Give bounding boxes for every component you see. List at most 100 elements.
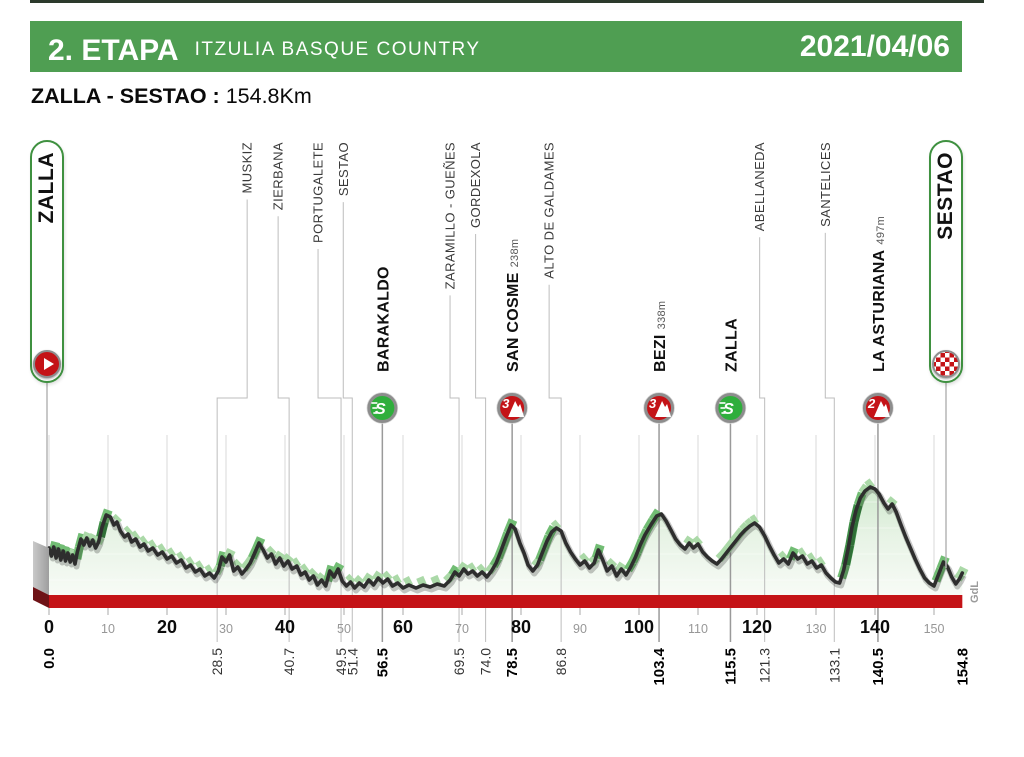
waypoint-label: PORTUGALETE — [311, 142, 326, 243]
axis-tick-label: 20 — [157, 617, 177, 637]
axis-tick-label: 140 — [860, 617, 890, 637]
climb-ribbon — [430, 574, 441, 587]
stage-number: 2. ETAPA — [48, 33, 179, 67]
waypoint-line — [824, 232, 835, 642]
profile-line — [47, 485, 965, 590]
climb-category-number: 3 — [502, 396, 510, 411]
axis-tick-label: 110 — [688, 622, 708, 636]
climb-ribbon — [744, 517, 755, 529]
waypoint-label: GORDEXOLA — [468, 142, 483, 228]
axis-tick-label: 40 — [275, 617, 295, 637]
climb-ribbon — [353, 574, 365, 587]
waypoint-km-label: 74.0 — [478, 648, 494, 675]
axis-tick-label: 70 — [455, 622, 469, 636]
waypoint-line — [548, 284, 562, 642]
waypoint-label: ZALLA — [723, 318, 740, 372]
route-distance: 154.8Km — [225, 84, 312, 108]
climb-category-number: 2 — [867, 396, 876, 411]
axis-tick-label: 130 — [806, 622, 827, 636]
stage-date: 2021/04/06 — [799, 29, 950, 63]
left-side-wall — [33, 541, 49, 595]
waypoint-km-label: 49.5 — [333, 648, 349, 675]
checkered-flag-icon — [932, 350, 960, 378]
climb-ribbon — [157, 543, 167, 554]
axis-tick-label: 50 — [337, 622, 351, 636]
finish-town-pill: SESTAO — [929, 140, 963, 383]
waypoint-km-label: 133.1 — [826, 648, 842, 683]
axis-tick-label: 30 — [219, 622, 233, 636]
climb-ribbon — [112, 513, 123, 524]
waypoint-line — [216, 199, 248, 642]
axis-tick-label: 60 — [393, 617, 413, 637]
sprint-s-icon: S — [723, 401, 734, 418]
waypoint-label: ZIERBANA — [271, 142, 286, 210]
start-play-icon — [33, 350, 61, 378]
climb-ribbon — [402, 575, 413, 588]
waypoint-km-label: 154.8 — [954, 648, 971, 686]
road-bar — [49, 595, 963, 608]
mountain-icon — [873, 401, 890, 417]
climb-ribbon — [232, 558, 243, 570]
sprint-s-icon: S — [375, 401, 386, 418]
waypoint-line — [317, 248, 342, 642]
climb-ribbon — [300, 563, 310, 574]
waypoint-km-label: 115.5 — [722, 648, 739, 685]
waypoint-km-label: 56.5 — [374, 648, 391, 677]
route-names: ZALLA - SESTAO : — [31, 84, 220, 108]
climb-badge: 3 — [496, 392, 528, 424]
waypoint-label: SANTELICES — [818, 142, 833, 227]
climb-ribbon — [476, 563, 487, 575]
waypoint-labels: MUSKIZ ZIERBANA PORTUGALETE SESTAO BARAKALDO… — [240, 142, 888, 372]
climb-badge: 3 — [643, 392, 675, 424]
climb-ribbon — [739, 521, 751, 534]
waypoint-km-label: 78.5 — [504, 648, 521, 677]
sprint-badge: S — [714, 392, 747, 424]
axis-tick-label: 150 — [924, 622, 945, 636]
axis-tick-label: 0 — [44, 617, 54, 637]
climb-ribbon — [579, 552, 590, 564]
axis-tick-label: 10 — [101, 622, 115, 636]
climb-ribbon — [166, 547, 177, 558]
axis-tick-label: 80 — [511, 617, 531, 637]
sprint-badge: S — [366, 392, 399, 424]
climb-ribbon — [392, 574, 402, 585]
climb-ribbon — [416, 575, 427, 588]
climb-ribbon — [147, 539, 158, 550]
waypoint-km-label: 0.0 — [41, 648, 58, 669]
waypoint-km-label: 86.8 — [553, 648, 569, 675]
waypoint-km-label: 121.3 — [757, 648, 773, 683]
climb-ribbon — [605, 557, 618, 570]
climb-ribbon — [777, 550, 789, 562]
waypoint-km-labels: 0.0 28.5 40.7 49.551.4 56.5 69.5 74.0 78.5 86.8 1… — [41, 647, 971, 685]
waypoint-line — [277, 216, 290, 642]
waypoint-label: BEZI338m — [652, 301, 669, 372]
waypoint-label: SAN COSME238m — [505, 239, 522, 372]
climb-ribbon — [308, 567, 319, 579]
top-accent-strip — [30, 0, 984, 3]
waypoint-label: MUSKIZ — [240, 142, 255, 194]
mountain-icon — [655, 401, 672, 417]
climb-ribbon — [176, 551, 186, 562]
climb-ribbon — [291, 557, 302, 568]
climb-ribbon — [864, 478, 875, 490]
climb-ribbon — [797, 547, 807, 558]
climb-ribbon — [345, 573, 356, 585]
waypoint-km-label: 69.5 — [451, 648, 467, 675]
climb-badge: 2 — [862, 392, 894, 424]
climb-ribbon — [194, 560, 205, 571]
climb-ribbon — [130, 530, 141, 541]
waypoint-km-label: 28.5 — [209, 648, 225, 675]
climb-ribbon — [467, 562, 478, 573]
route-subtitle: ZALLA - SESTAO :154.8Km — [31, 84, 312, 109]
waypoint-label: ZARAMILLO - GUEÑES — [443, 142, 458, 289]
waypoint-km-label: 140.5 — [870, 648, 887, 686]
km-axis: 0 10 20 30 40 50 60 70 80 90 100 110 120 130 140 150 — [44, 608, 944, 637]
stage-header-bar: 2. ETAPA ITZULIA BASQUE COUNTRY 2021/04/… — [30, 21, 962, 72]
climb-ribbon — [806, 552, 817, 563]
waypoint-km-label: 40.7 — [281, 648, 297, 675]
climb-ribbon — [139, 535, 149, 546]
climb-ribbon — [123, 525, 133, 536]
climb-ribbon — [816, 556, 826, 567]
